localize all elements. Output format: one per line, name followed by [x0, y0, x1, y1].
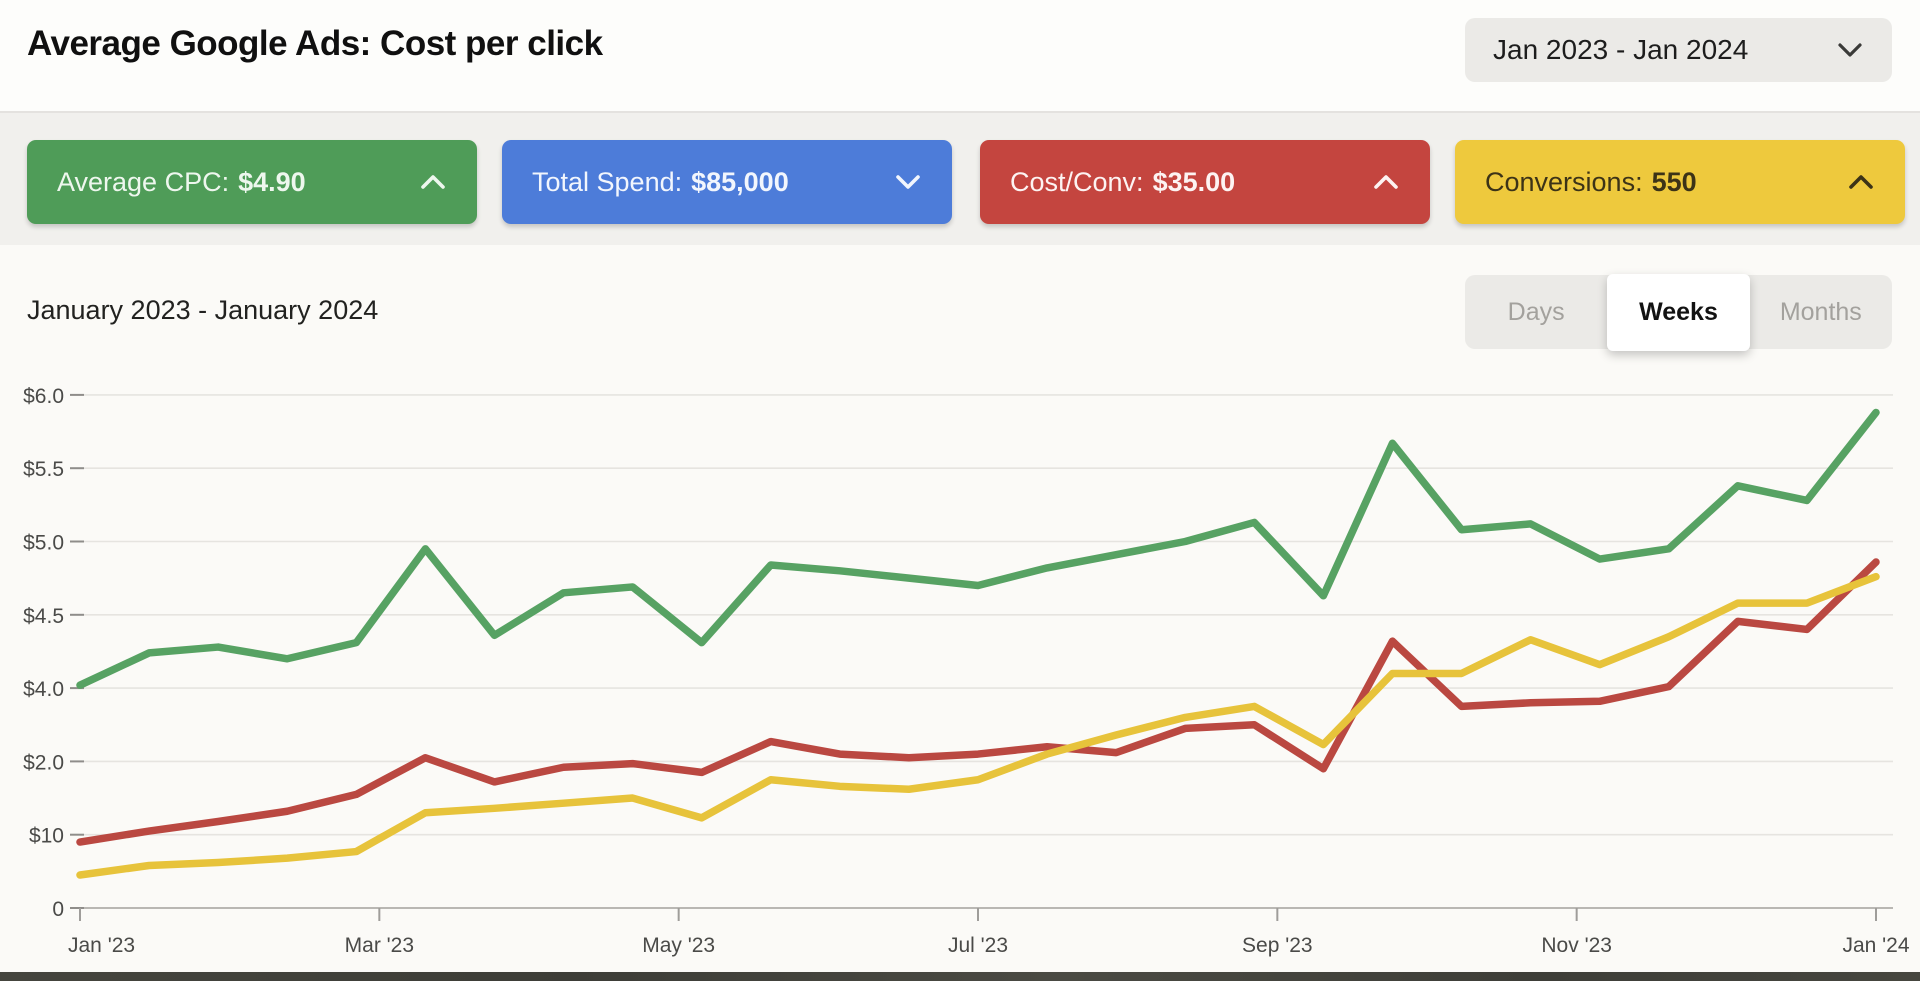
svg-text:$4.0: $4.0 [23, 678, 64, 701]
tab-days[interactable]: Days [1507, 297, 1565, 326]
stat-button-cost-conv[interactable]: Cost/Conv: $35.00 [980, 140, 1430, 224]
tab-months[interactable]: Months [1779, 297, 1862, 326]
svg-text:Nov '23: Nov '23 [1541, 934, 1612, 957]
stat-button-conversions[interactable]: Conversions: 550 [1455, 140, 1905, 224]
stat-label: Cost/Conv: [1010, 166, 1144, 197]
svg-text:Mar '23: Mar '23 [345, 934, 414, 957]
svg-text:Jul '23: Jul '23 [948, 934, 1008, 957]
chart-card: January 2023 - January 2024 Days Weeks Mon… [0, 245, 1920, 972]
svg-text:Jan '24: Jan '24 [1842, 934, 1909, 957]
stat-label: Total Spend: [532, 166, 683, 197]
stat-value: $35.00 [1152, 166, 1236, 197]
stat-value: $4.90 [238, 166, 306, 197]
svg-text:Sep '23: Sep '23 [1242, 934, 1313, 957]
stat-button-average-cpc[interactable]: Average CPC: $4.90 [27, 140, 477, 224]
svg-text:Jan '23: Jan '23 [68, 934, 135, 957]
stat-label: Average CPC: [57, 166, 230, 197]
chevron-down-icon [896, 175, 920, 189]
series-conversions-yellow [76, 572, 1880, 879]
stat-value: $85,000 [691, 166, 789, 197]
tab-weeks[interactable]: Weeks [1607, 273, 1750, 351]
granularity-toggle: Days Weeks Months [1465, 273, 1892, 351]
stat-strip: Average CPC: $4.90 Total Spend: $85,000 … [0, 113, 1920, 245]
series-cost-red [76, 558, 1880, 846]
svg-text:$5.0: $5.0 [23, 532, 64, 555]
stat-value: 550 [1651, 166, 1697, 197]
chevron-down-icon [1838, 43, 1862, 57]
chevron-up-icon [421, 175, 445, 189]
chevron-up-icon [1374, 175, 1398, 189]
chart-subtitle: January 2023 - January 2024 [27, 295, 379, 325]
date-range-dropdown[interactable]: Jan 2023 - Jan 2024 [1465, 18, 1892, 82]
svg-text:$10: $10 [29, 825, 64, 848]
page-header: Average Google Ads: Cost per click Jan 2… [0, 0, 1920, 113]
svg-text:$6.0: $6.0 [23, 385, 64, 408]
series-average-cpc-green [76, 408, 1880, 689]
svg-text:$5.5: $5.5 [23, 458, 64, 481]
date-range-label: Jan 2023 - Jan 2024 [1493, 34, 1749, 65]
svg-text:$4.5: $4.5 [23, 605, 64, 628]
stat-button-total-spend[interactable]: Total Spend: $85,000 [502, 140, 952, 224]
svg-text:$2.0: $2.0 [23, 751, 64, 774]
chevron-up-icon [1849, 175, 1873, 189]
bottom-edge-strip [0, 972, 1920, 981]
stat-label: Conversions: [1485, 166, 1643, 197]
page-title: Average Google Ads: Cost per click [27, 24, 603, 63]
svg-text:0: 0 [52, 898, 64, 921]
svg-text:May '23: May '23 [642, 934, 715, 957]
